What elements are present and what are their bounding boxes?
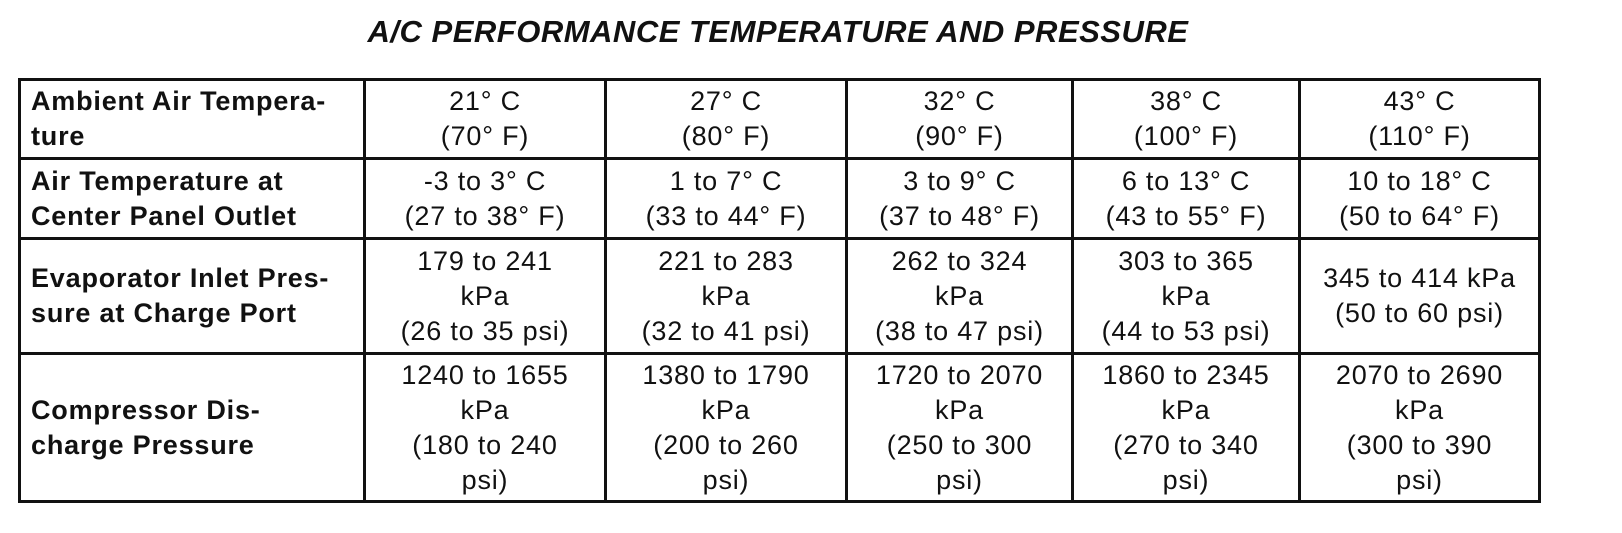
cell-line: (100° F) [1133, 121, 1239, 151]
row-label: Ambient Air Tempera-ture [18, 78, 366, 160]
cell-line: (70° F) [440, 121, 530, 151]
cell-line: 2070 to 2690 [1335, 359, 1504, 390]
table-cell: 179 to 241 kPa (26 to 35 psi) [363, 237, 607, 355]
cell-line: psi) [936, 464, 983, 495]
table-cell: 2070 to 2690 kPa (300 to 390 psi) [1298, 352, 1541, 503]
cell-line: (250 to 300 [886, 429, 1033, 460]
label-line: Ambient Air Tempera- [31, 86, 327, 116]
cell-line: kPa [460, 394, 510, 425]
cell-line: 262 to 324 [891, 245, 1028, 276]
table-cell: 262 to 324 kPa (38 to 47 psi) [845, 237, 1074, 355]
table-row: Air Temperature at Center Panel Outlet -3 … [18, 157, 1541, 240]
row-label: Evaporator Inlet Pres-sure at Charge Por… [18, 237, 366, 355]
cell-line: (50 to 64° F) [1339, 200, 1500, 231]
table-cell: 303 to 365 kPa (44 to 53 psi) [1071, 237, 1301, 355]
cell-line: psi) [702, 464, 750, 495]
cell-line: 179 to 241 [417, 245, 553, 276]
cell-line: psi) [1396, 464, 1443, 495]
cell-line: (50 to 60 psi) [1335, 298, 1504, 328]
label-line: Air Temperature at [31, 165, 284, 196]
cell-line: kPa [1395, 394, 1444, 425]
cell-line: (90° F) [915, 121, 1004, 151]
cell-line: (110° F) [1368, 121, 1471, 151]
cell-line: 38° C [1150, 86, 1222, 116]
cell-line: (43 to 55° F) [1105, 200, 1267, 231]
cell-line: kPa [460, 280, 510, 311]
cell-line: 221 to 283 [658, 245, 794, 276]
table-cell: 1240 to 1655 kPa (180 to 240 psi) [363, 352, 607, 503]
cell-line: 345 to 414 kPa [1323, 263, 1516, 293]
cell-line: (37 to 48° F) [879, 200, 1040, 231]
cell-line: (80° F) [681, 121, 771, 151]
label-line: charge Pressure [31, 429, 255, 460]
cell-line: 1240 to 1655 [401, 359, 569, 390]
table-cell: 6 to 13° C (43 to 55° F) [1071, 157, 1301, 240]
cell-line: 32° C [923, 86, 996, 116]
cell-line: kPa [1161, 280, 1211, 311]
cell-line: kPa [935, 394, 984, 425]
cell-line: 1380 to 1790 [642, 359, 810, 390]
table-cell: 10 to 18° C (50 to 64° F) [1298, 157, 1541, 240]
label-line: Center Panel Outlet [31, 200, 297, 231]
table-cell: 32° C (90° F) [845, 78, 1074, 160]
label-line: Compressor Dis- [31, 394, 261, 425]
cell-line: 6 to 13° C [1121, 165, 1251, 196]
table-row: Evaporator Inlet Pres-sure at Charge Por… [18, 237, 1541, 355]
cell-line: (38 to 47 psi) [875, 315, 1044, 346]
cell-line: psi) [1162, 464, 1210, 495]
table-cell: 3 to 9° C (37 to 48° F) [845, 157, 1074, 240]
table-cell: 21° C (70° F) [363, 78, 607, 160]
cell-line: 1860 to 2345 [1102, 359, 1270, 390]
cell-line: 303 to 365 [1118, 245, 1254, 276]
cell-line: (27 to 38° F) [404, 200, 566, 231]
table-cell: 43° C (110° F) [1298, 78, 1541, 160]
cell-line: kPa [701, 394, 751, 425]
table-cell: 1720 to 2070 kPa (250 to 300 psi) [845, 352, 1074, 503]
label-line: Evaporator Inlet Pres- [31, 263, 330, 293]
table-cell: 38° C (100° F) [1071, 78, 1301, 160]
table-cell: 1380 to 1790 kPa (200 to 260 psi) [604, 352, 848, 503]
table-cell: 221 to 283 kPa (32 to 41 psi) [604, 237, 848, 355]
cell-line: kPa [935, 280, 984, 311]
cell-line: 10 to 18° C [1347, 165, 1492, 196]
cell-line: -3 to 3° C [423, 165, 547, 196]
label-line: ture [31, 121, 86, 151]
cell-line: 27° C [690, 86, 762, 116]
cell-line: 1 to 7° C [669, 165, 783, 196]
cell-line: psi) [461, 464, 509, 495]
row-label: Air Temperature at Center Panel Outlet [18, 157, 366, 240]
cell-line: (300 to 390 [1346, 429, 1493, 460]
cell-line: (33 to 44° F) [645, 200, 807, 231]
table-cell: -3 to 3° C (27 to 38° F) [363, 157, 607, 240]
row-label: Compressor Dis-charge Pressure [18, 352, 366, 503]
cell-line: 1720 to 2070 [875, 359, 1044, 390]
cell-line: kPa [701, 280, 751, 311]
cell-line: 3 to 9° C [903, 165, 1016, 196]
performance-table: Ambient Air Tempera-ture 21° C (70° F) 27° … [18, 78, 1541, 503]
table-row: Compressor Dis-charge Pressure 1240 to 16… [18, 352, 1541, 503]
cell-line: (26 to 35 psi) [400, 315, 570, 346]
table-cell: 345 to 414 kPa (50 to 60 psi) [1298, 237, 1541, 355]
cell-line: 21° C [449, 86, 521, 116]
cell-line: (200 to 260 [653, 429, 799, 460]
cell-line: kPa [1161, 394, 1211, 425]
cell-line: (44 to 53 psi) [1101, 315, 1271, 346]
table-cell: 1860 to 2345 kPa (270 to 340 psi) [1071, 352, 1301, 503]
cell-line: (270 to 340 [1113, 429, 1259, 460]
table-cell: 27° C (80° F) [604, 78, 848, 160]
label-line: sure at Charge Port [31, 298, 297, 328]
cell-line: 43° C [1383, 86, 1456, 116]
cell-line: (32 to 41 psi) [641, 315, 811, 346]
title: A/C PERFORMANCE TEMPERATURE AND PRESSURE [367, 14, 1189, 49]
table-cell: 1 to 7° C (33 to 44° F) [604, 157, 848, 240]
table-row: Ambient Air Tempera-ture 21° C (70° F) 27° … [18, 78, 1541, 160]
cell-line: (180 to 240 [412, 429, 558, 460]
